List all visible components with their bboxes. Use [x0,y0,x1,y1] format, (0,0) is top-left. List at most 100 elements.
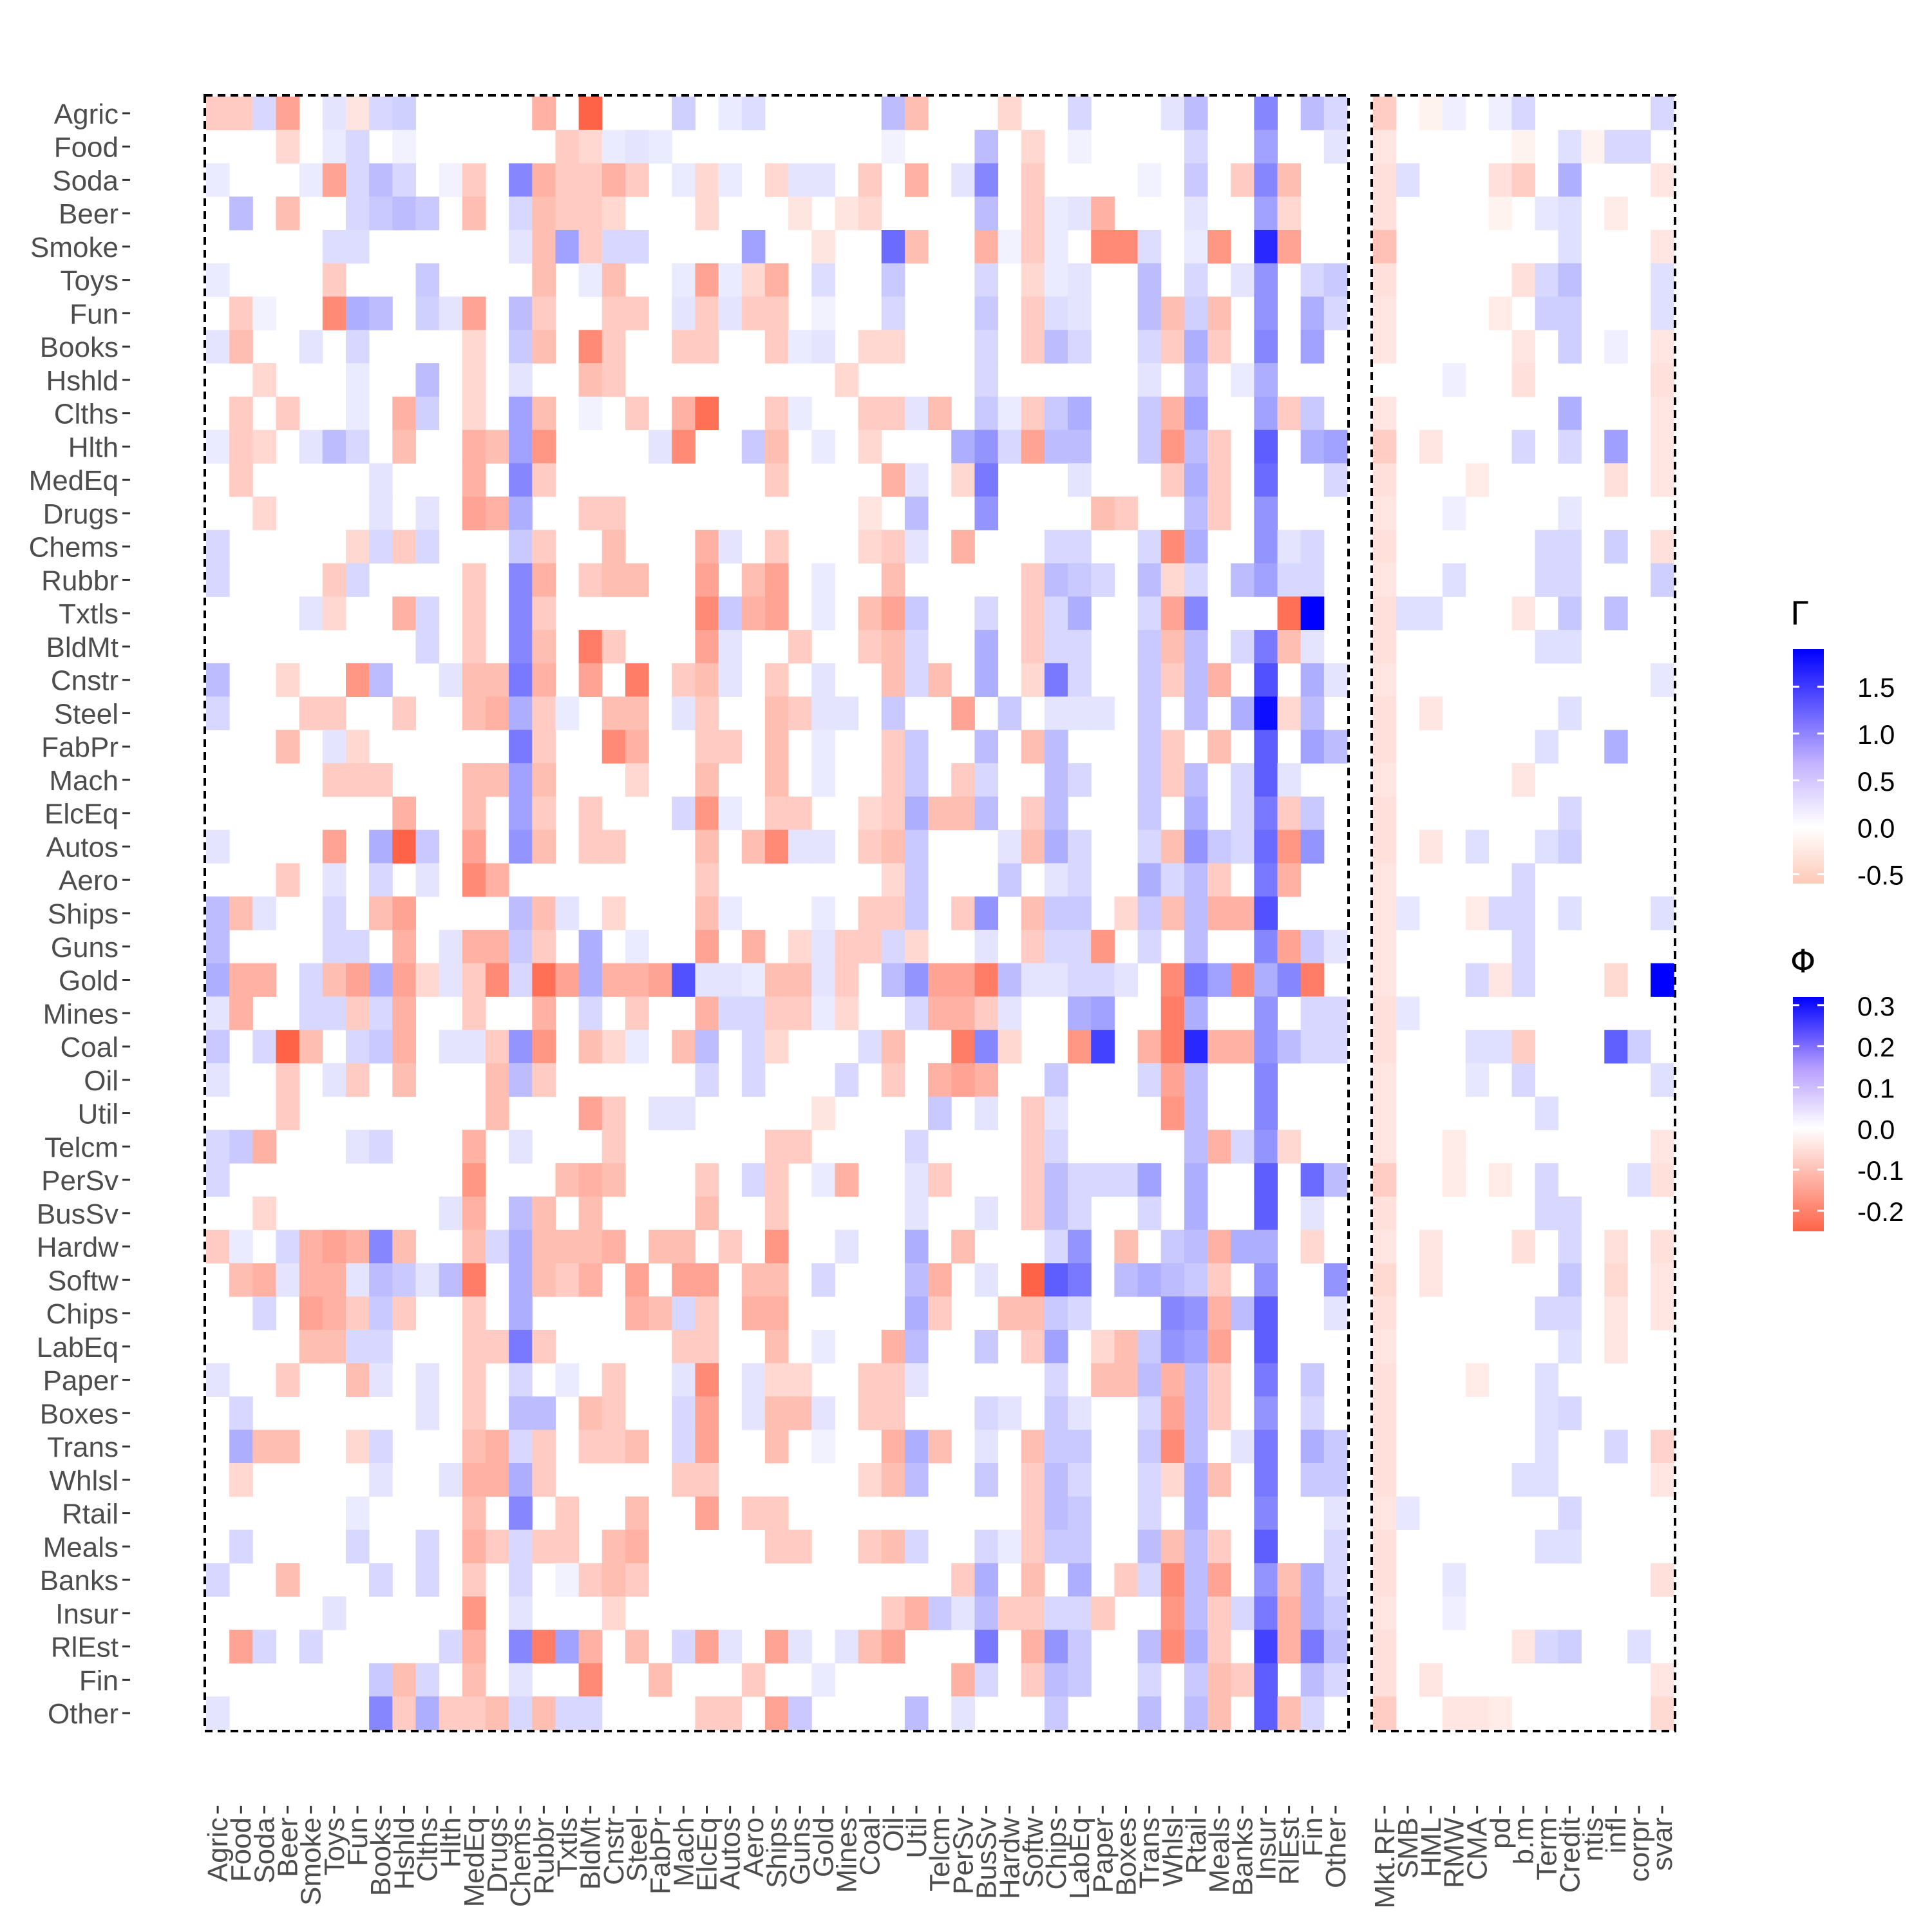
gamma-cell [1137,396,1162,431]
phi-cell [1373,1296,1397,1331]
gamma-cell [532,230,556,264]
gamma-cell [881,230,905,264]
gamma-cell [1184,1696,1208,1730]
gamma-cell [1137,630,1162,664]
phi-cell [1396,896,1420,931]
gamma-cell [509,1396,533,1430]
gamma-cell [1323,1463,1348,1497]
gamma-cell [299,1229,323,1264]
gamma-cell [462,396,486,431]
gamma-cell [904,630,929,664]
gamma-cell [1254,296,1278,330]
gamma-cell [1044,1096,1068,1130]
gamma-cell [462,996,486,1030]
gamma-cell [1114,1263,1139,1297]
gamma-cell [532,963,556,997]
gamma-cell [1254,630,1278,664]
gamma-cell [439,296,463,330]
gamma-cell [345,129,370,164]
gamma-cell [1160,1596,1185,1631]
gamma-cell [532,1229,556,1264]
gamma-cell [322,696,346,730]
gamma-cell [928,1296,952,1331]
gamma-cell [276,663,300,697]
x-tick-label: Banks [1227,1817,1258,1896]
gamma-cell [206,563,230,597]
phi-cell [1442,1130,1466,1164]
phi-cell [1581,129,1605,164]
gamma-cell [974,430,999,464]
gamma-cell [252,97,276,131]
gamma-cell [1254,129,1278,164]
gamma-cell [788,696,812,730]
gamma-cell [485,1229,509,1264]
gamma-cell [881,596,905,630]
gamma-cell [439,163,463,197]
phi-cell [1373,1263,1397,1297]
gamma-cell [578,1263,603,1297]
gamma-cell [858,1629,882,1663]
gamma-cell [951,963,975,997]
gamma-cell [1300,430,1325,464]
gamma-cell [229,996,253,1030]
phi-cell [1535,1629,1558,1663]
y-tick-label: Fin [79,1665,118,1696]
gamma-cell [1323,1296,1348,1331]
y-tick-label: ElcEq [44,799,118,830]
x-tick-label: Whlsl [1157,1817,1189,1887]
gamma-cell [858,430,882,464]
gamma-cell [1044,1463,1068,1497]
gamma-cell [904,230,929,264]
gamma-cell [741,1496,766,1530]
gamma-cell [1068,1463,1092,1497]
gamma-cell [369,963,393,997]
gamma-cell [1021,829,1045,864]
gamma-cell [1044,663,1068,697]
gamma-cell [672,263,696,298]
gamma-cell [974,163,999,197]
gamma-cell [1184,1296,1208,1331]
y-tick-label: Agric [54,99,118,130]
gamma-cell [1068,1596,1092,1631]
phi-cell [1373,129,1397,164]
gamma-cell [439,1030,463,1064]
phi-cell [1373,696,1397,730]
x-tick-label: Mines [831,1817,862,1893]
y-tick-label: Softw [48,1265,118,1296]
gamma-cell [322,896,346,931]
gamma-cell [881,763,905,797]
phi-cell [1511,929,1535,964]
gamma-cell [764,763,789,797]
gamma-cell [881,529,905,564]
gamma-cell [369,663,393,697]
gamma-cell [532,563,556,597]
gamma-cell [1044,1430,1068,1464]
gamma-cell [1300,1629,1325,1663]
gamma-cell [1068,630,1092,664]
gamma-cell [1114,896,1139,931]
gamma-cell [252,296,276,330]
gamma-cell [1160,563,1185,597]
gamma-cell [1044,1629,1068,1663]
gamma-cell [881,630,905,664]
gamma-cell [1184,663,1208,697]
gamma-cell [1323,929,1348,964]
x-tick-label: ntis [1577,1817,1609,1861]
gamma-cell [974,929,999,964]
gamma-cell [764,730,789,764]
phi-cell [1558,163,1582,197]
gamma-cell [1021,1596,1045,1631]
gamma-cell [369,1229,393,1264]
gamma-cell [1300,1563,1325,1597]
gamma-cell [764,1196,789,1231]
gamma-cell [1254,230,1278,264]
gamma-cell [578,196,603,231]
gamma-cell [672,296,696,330]
gamma-cell [1208,730,1231,764]
gamma-cell [439,929,463,964]
gamma-cell [1300,696,1325,730]
phi-cell [1419,1263,1443,1297]
gamma-cell [345,929,370,964]
gamma-cell [741,263,766,298]
gamma-cell [1091,929,1115,964]
